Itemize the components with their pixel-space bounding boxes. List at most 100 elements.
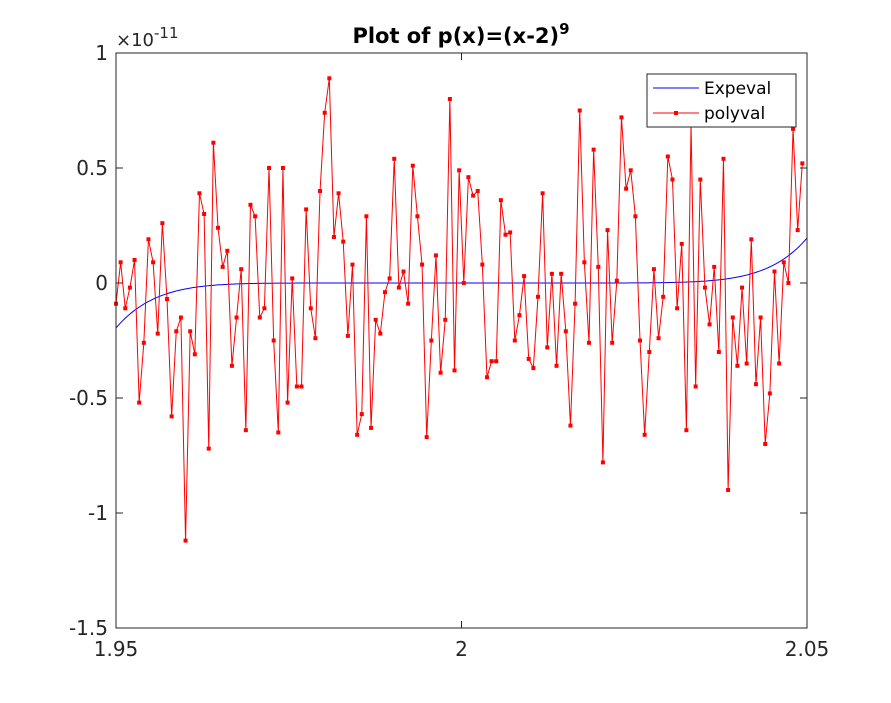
- polyval-point: [341, 239, 346, 244]
- polyval-point: [267, 166, 272, 170]
- polyval-point: [624, 186, 629, 191]
- polyval-point: [299, 384, 304, 389]
- polyval-point: [415, 214, 420, 219]
- x-tick-label: 2.05: [785, 637, 830, 661]
- polyval-point: [318, 189, 323, 193]
- polyval-point: [740, 285, 745, 290]
- y-tick-label: -1.5: [69, 616, 108, 640]
- polyval-point: [248, 202, 253, 207]
- polyval-point: [127, 285, 132, 290]
- polyval-point: [656, 336, 661, 341]
- polyval-point: [239, 267, 244, 272]
- polyval-point: [262, 306, 267, 311]
- legend-marker-polyval: [674, 111, 678, 115]
- polyval-point: [174, 329, 179, 334]
- chart-title: Plot of p(x)=(x-2)9: [352, 20, 569, 48]
- polyval-point: [271, 338, 276, 343]
- polyval-point: [744, 361, 749, 366]
- polyval-point: [183, 538, 188, 543]
- polyval-point: [276, 430, 281, 435]
- polyval-point: [137, 400, 142, 405]
- series-line-expeval: [116, 237, 807, 329]
- polyval-point: [457, 168, 462, 173]
- polyval-point: [387, 276, 392, 281]
- polyval-point: [304, 207, 309, 212]
- polyval-point: [188, 329, 193, 334]
- polyval-point: [308, 306, 313, 311]
- ticks-layer: 1.95 2 2.05 -1.5 -1 -0.5 0 0.5 1: [69, 41, 829, 661]
- polyval-point: [322, 110, 327, 115]
- polyval-point: [577, 108, 582, 113]
- legend-label-polyval: polyval: [704, 104, 765, 124]
- polyval-point: [331, 235, 336, 239]
- polyval-point: [716, 350, 721, 354]
- polyval-point: [206, 446, 211, 451]
- polyval-point: [313, 336, 318, 341]
- polyval-point: [522, 274, 527, 279]
- legend-label-expeval: Expeval: [704, 79, 771, 99]
- plot-area: [116, 53, 807, 628]
- polyval-point: [253, 214, 258, 219]
- polyval-point: [535, 294, 540, 299]
- polyval-point: [285, 400, 290, 405]
- polyval-point: [651, 267, 656, 272]
- polyval-point: [791, 126, 796, 131]
- polyval-point: [698, 177, 703, 182]
- polyval-point: [786, 281, 791, 285]
- polyval-point: [767, 391, 772, 396]
- polyval-point: [484, 375, 489, 380]
- x-tick-label: 1.95: [94, 637, 139, 661]
- y-multiplier-base: ×10: [116, 30, 154, 51]
- polyval-point: [614, 278, 619, 283]
- polyval-point: [447, 97, 452, 101]
- series-layer: [114, 76, 807, 543]
- polyval-point: [582, 260, 587, 265]
- polyval-point: [132, 258, 137, 262]
- chart-title-exponent: 9: [559, 20, 569, 38]
- polyval-point: [480, 262, 485, 267]
- polyval-point: [123, 306, 128, 311]
- polyval-point: [587, 340, 591, 345]
- polyval-point: [373, 317, 378, 322]
- polyval-point: [693, 384, 698, 389]
- polyval-point: [355, 432, 360, 437]
- legend-box: [646, 73, 797, 128]
- polyval-point: [568, 423, 573, 428]
- y-tick-label: 0.5: [76, 156, 108, 180]
- polyval-point: [684, 428, 689, 433]
- polyval-point: [642, 432, 647, 437]
- polyval-point: [670, 177, 675, 182]
- polyval-point: [452, 368, 457, 373]
- polyval-point: [290, 276, 295, 281]
- polyval-point: [225, 248, 230, 253]
- polyval-point: [619, 115, 624, 120]
- polyval-point: [772, 269, 777, 274]
- polyval-point: [359, 412, 364, 417]
- polyval-point: [702, 285, 707, 290]
- polyval-point: [800, 161, 805, 166]
- polyval-point: [220, 264, 225, 269]
- polyval-point: [382, 290, 387, 295]
- polyval-point: [661, 294, 666, 299]
- polyval-point: [461, 281, 466, 285]
- polyval-point: [781, 260, 786, 265]
- polyval-point: [294, 384, 299, 389]
- polyval-point: [498, 198, 503, 203]
- polyval-point: [197, 191, 202, 196]
- polyval-point: [378, 331, 383, 336]
- polyval-point: [433, 253, 438, 258]
- polyval-point: [396, 285, 401, 290]
- polyval-point: [202, 212, 207, 216]
- polyval-point: [512, 338, 517, 343]
- polyval-point: [489, 359, 494, 364]
- polyval-point: [508, 230, 513, 235]
- polyval-point: [211, 140, 216, 145]
- polyval-point: [721, 156, 726, 161]
- polyval-point: [679, 241, 684, 246]
- polyval-point: [795, 228, 800, 233]
- polyval-point: [160, 221, 165, 226]
- polyval-point: [777, 361, 782, 366]
- polyval-point: [549, 271, 554, 276]
- polyval-point: [392, 156, 397, 161]
